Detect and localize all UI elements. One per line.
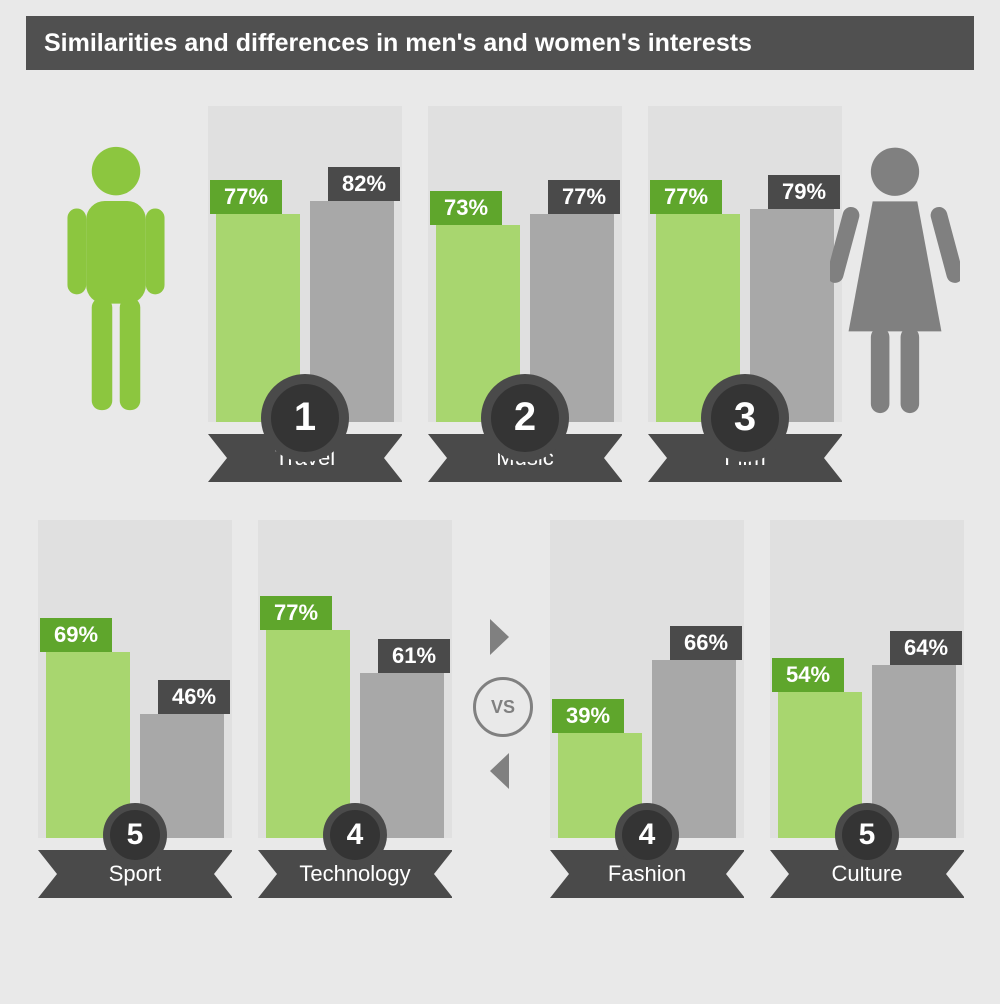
- vs-badge: VS: [473, 677, 533, 737]
- rank-badge: 4: [615, 803, 679, 867]
- chart-card: 39%66%4: [550, 520, 744, 838]
- woman-icon: [830, 140, 960, 430]
- chart-card: 77%79%3: [648, 106, 842, 422]
- chart-card: 73%77%2: [428, 106, 622, 422]
- vs-arrow-left: [490, 753, 509, 789]
- page-title: Similarities and differences in men's an…: [44, 29, 752, 58]
- bar-value-badge: 64%: [890, 631, 962, 665]
- chart-card: 77%61%4: [258, 520, 452, 838]
- bar-value-badge: 82%: [328, 167, 400, 201]
- rank-badge: 4: [323, 803, 387, 867]
- bar-value-badge: 77%: [210, 180, 282, 214]
- bar-value-badge: 39%: [552, 699, 624, 733]
- bar-value-badge: 77%: [650, 180, 722, 214]
- chart-card: 77%82%1: [208, 106, 402, 422]
- bottom-left-panel: 69%46%5Sport77%61%4Technology: [26, 508, 462, 900]
- rank-badge: 1: [261, 374, 349, 462]
- rank-badge: 5: [103, 803, 167, 867]
- rank-badge: 5: [835, 803, 899, 867]
- bar-value-badge: 66%: [670, 626, 742, 660]
- man-icon: [60, 140, 172, 430]
- header-bar: Similarities and differences in men's an…: [26, 16, 974, 70]
- infographic-root: Similarities and differences in men's an…: [0, 0, 1000, 1004]
- rank-badge: 3: [701, 374, 789, 462]
- vs-label: VS: [491, 697, 515, 718]
- bar-value-badge: 73%: [430, 191, 502, 225]
- bar-value-badge: 61%: [378, 639, 450, 673]
- rank-badge: 2: [481, 374, 569, 462]
- bar-value-badge: 69%: [40, 618, 112, 652]
- chart-card: 54%64%5: [770, 520, 964, 838]
- bottom-right-panel: 39%66%4Fashion54%64%5Culture: [538, 508, 974, 900]
- vs-arrow-right: [490, 619, 509, 655]
- bar-value-badge: 77%: [548, 180, 620, 214]
- bar-value-badge: 54%: [772, 658, 844, 692]
- chart-card: 69%46%5: [38, 520, 232, 838]
- bar-value-badge: 77%: [260, 596, 332, 630]
- bar-value-badge: 46%: [158, 680, 230, 714]
